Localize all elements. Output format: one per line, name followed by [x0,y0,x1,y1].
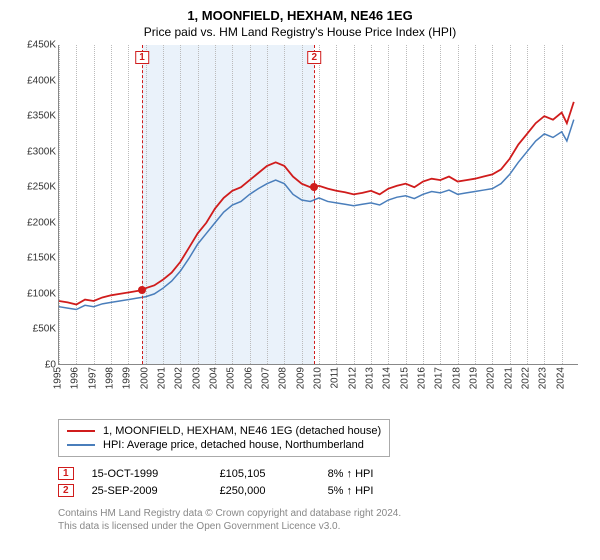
x-tick-label: 2022 [521,367,532,389]
x-tick-label: 2007 [261,367,272,389]
sale-marker-line [314,45,315,364]
x-tick-label: 1998 [105,367,116,389]
page-title: 1, MOONFIELD, HEXHAM, NE46 1EG [14,8,586,23]
sales-diff: 8% ↑ HPI [328,468,374,480]
sale-marker-label: 1 [135,51,149,64]
x-tick-label: 2004 [209,367,220,389]
legend-item: HPI: Average price, detached house, Nort… [67,438,381,452]
sale-marker-dot [138,286,146,294]
sales-id-box: 1 [58,467,74,480]
sales-price: £250,000 [220,485,310,497]
sales-row: 2 25-SEP-2009 £250,000 5% ↑ HPI [58,482,586,499]
y-tick-label: £150K [27,253,56,264]
page-subtitle: Price paid vs. HM Land Registry's House … [14,25,586,39]
sale-marker-label: 2 [308,51,322,64]
legend-label: HPI: Average price, detached house, Nort… [103,439,364,451]
sales-price: £105,105 [220,468,310,480]
y-tick-label: £350K [27,111,56,122]
chart-legend: 1, MOONFIELD, HEXHAM, NE46 1EG (detached… [58,419,390,457]
x-tick-label: 2015 [399,367,410,389]
y-tick-label: £200K [27,217,56,228]
y-tick-label: £250K [27,182,56,193]
y-tick-label: £50K [33,324,56,335]
y-tick-label: £100K [27,288,56,299]
x-tick-label: 1997 [87,367,98,389]
x-tick-label: 2002 [174,367,185,389]
sales-diff: 5% ↑ HPI [328,485,374,497]
x-tick-label: 2005 [226,367,237,389]
x-tick-label: 2008 [278,367,289,389]
x-tick-label: 2017 [434,367,445,389]
footnote-line: Contains HM Land Registry data © Crown c… [58,507,586,520]
x-axis: 1995199619971998199920002001200220032004… [58,365,578,385]
legend-label: 1, MOONFIELD, HEXHAM, NE46 1EG (detached… [103,425,381,437]
sales-table: 1 15-OCT-1999 £105,105 8% ↑ HPI 2 25-SEP-2009… [58,465,586,499]
legend-swatch [67,430,95,432]
x-tick-label: 2009 [295,367,306,389]
x-tick-label: 1999 [122,367,133,389]
y-axis: £0£50K£100K£150K£200K£250K£300K£350K£400… [14,45,58,365]
footnote: Contains HM Land Registry data © Crown c… [58,507,586,533]
x-tick-label: 2001 [157,367,168,389]
sales-date: 15-OCT-1999 [92,468,202,480]
x-tick-label: 2023 [538,367,549,389]
x-tick-label: 2011 [330,367,341,389]
series-line [59,102,574,305]
x-tick-label: 2016 [417,367,428,389]
x-tick-label: 2024 [555,367,566,389]
x-tick-label: 2006 [243,367,254,389]
sale-marker-dot [310,183,318,191]
x-tick-label: 2018 [451,367,462,389]
x-tick-label: 2012 [347,367,358,389]
sale-marker-line [142,45,143,364]
x-tick-label: 1995 [53,367,64,389]
x-tick-label: 2003 [191,367,202,389]
x-tick-label: 2014 [382,367,393,389]
y-tick-label: £450K [27,40,56,51]
legend-item: 1, MOONFIELD, HEXHAM, NE46 1EG (detached… [67,424,381,438]
series-line [59,120,574,310]
y-tick-label: £300K [27,146,56,157]
price-chart: £0£50K£100K£150K£200K£250K£300K£350K£400… [14,45,584,385]
x-tick-label: 1996 [70,367,81,389]
sales-date: 25-SEP-2009 [92,485,202,497]
x-tick-label: 2000 [139,367,150,389]
footnote-line: This data is licensed under the Open Gov… [58,520,586,533]
sales-id-box: 2 [58,484,74,497]
chart-lines [59,45,578,364]
x-tick-label: 2013 [365,367,376,389]
x-tick-label: 2020 [486,367,497,389]
legend-swatch [67,444,95,446]
y-tick-label: £400K [27,75,56,86]
x-tick-label: 2021 [503,367,514,389]
plot-area: 12 [58,45,578,365]
x-tick-label: 2010 [313,367,324,389]
x-tick-label: 2019 [469,367,480,389]
sales-row: 1 15-OCT-1999 £105,105 8% ↑ HPI [58,465,586,482]
